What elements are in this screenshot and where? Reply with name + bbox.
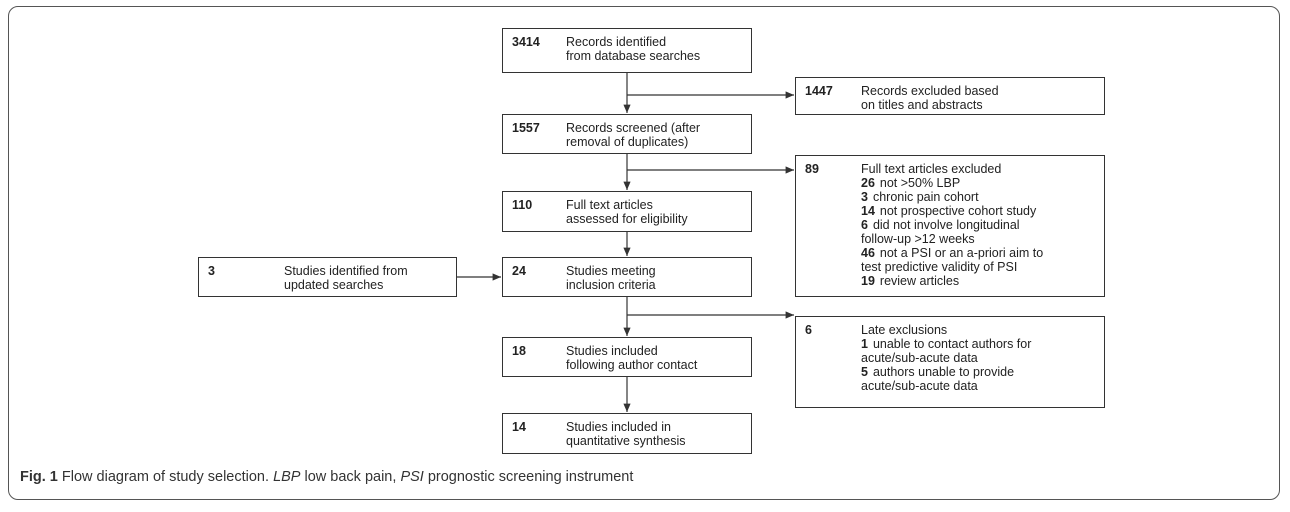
caption-label: Fig. 1 xyxy=(20,469,58,485)
item-count: 5 xyxy=(861,365,868,379)
item-count: 3 xyxy=(861,190,868,204)
box-text: Records identified from database searches xyxy=(566,35,700,63)
count: 14 xyxy=(512,420,526,434)
box-text: Records screened (after removal of duplic… xyxy=(566,121,700,149)
count: 6 xyxy=(805,323,812,337)
flow-box: 14 Studies included in quantitative synthe… xyxy=(502,413,752,454)
exclusion-item: 6 did not involve longitudinal follow-up >… xyxy=(861,218,1043,246)
item-text: chronic pain cohort xyxy=(872,190,979,204)
box-text: Studies included in quantitative synthesi… xyxy=(566,420,686,448)
box-text: Full text articles assessed for eligibili… xyxy=(566,198,688,226)
text-line: from database searches xyxy=(566,49,701,63)
box-text: Late exclusions 1 unable to contact author… xyxy=(861,323,1031,393)
text-line: Studies meeting xyxy=(566,264,656,278)
item-text: acute/sub-acute data xyxy=(861,379,978,393)
exclusion-item: 14 not prospective cohort study xyxy=(861,204,1043,218)
text-line: assessed for eligibility xyxy=(566,212,688,226)
flow-box: 1447 Records excluded based on titles and … xyxy=(795,77,1105,115)
text-line: removal of duplicates) xyxy=(566,135,689,149)
count: 110 xyxy=(512,198,533,212)
count: 18 xyxy=(512,344,526,358)
text-line: Studies included xyxy=(566,344,658,358)
count: 3 xyxy=(208,264,215,278)
figure-frame xyxy=(8,6,1280,500)
item-text: not >50% LBP xyxy=(879,176,961,190)
item-count: 19 xyxy=(861,274,875,288)
caption: Fig. 1 Flow diagram of study selection. … xyxy=(20,469,633,485)
text-line: Late exclusions xyxy=(861,323,948,337)
text-line: updated searches xyxy=(284,278,384,292)
item-text: not prospective cohort study xyxy=(879,204,1037,218)
flow-box: 3 Studies identified from updated searches xyxy=(198,257,457,297)
item-text: test predictive validity of PSI xyxy=(861,260,1018,274)
item-count: 6 xyxy=(861,218,868,232)
box-text: Records excluded based on titles and abst… xyxy=(861,84,999,112)
box-text: Studies identified from updated searches xyxy=(284,264,408,292)
item-text: not a PSI or an a-priori aim to xyxy=(879,246,1044,260)
exclusion-item: 1 unable to contact authors for acute/sub-… xyxy=(861,337,1031,365)
definition: low back pain, xyxy=(304,469,397,485)
item-text: did not involve longitudinal xyxy=(872,218,1020,232)
item-text: follow-up >12 weeks xyxy=(861,232,975,246)
flow-box: 89 Full text articles excluded 26 not >50% … xyxy=(795,155,1105,297)
item-text: unable to contact authors for xyxy=(872,337,1032,351)
text-line: Studies included in xyxy=(566,420,671,434)
text-line: quantitative synthesis xyxy=(566,434,686,448)
box-text: Studies included following author contact xyxy=(566,344,697,372)
item-text: authors unable to provide xyxy=(872,365,1015,379)
count: 1557 xyxy=(512,121,540,135)
flow-box: 3414 Records identified from database sear… xyxy=(502,28,752,73)
definition: prognostic screening instrument xyxy=(427,469,634,485)
flow-box: 24 Studies meeting inclusion criteria xyxy=(502,257,752,297)
count: 24 xyxy=(512,264,526,278)
flow-box: 1557 Records screened (after removal of du… xyxy=(502,114,752,154)
item-count: 14 xyxy=(861,204,875,218)
box-text: Full text articles excluded 26 not >50% LB… xyxy=(861,162,1043,288)
exclusion-item: 26 not >50% LBP xyxy=(861,176,1043,190)
text-line: inclusion criteria xyxy=(566,278,656,292)
count: 3414 xyxy=(512,35,540,49)
item-text: review articles xyxy=(879,274,960,288)
text-line: Studies identified from xyxy=(284,264,408,278)
text-line: Records excluded based xyxy=(861,84,999,98)
count: 89 xyxy=(805,162,819,176)
text-line: Records screened (after xyxy=(566,121,701,135)
flow-box: 6 Late exclusions 1 unable to contact autho… xyxy=(795,316,1105,408)
text-line: Full text articles excluded xyxy=(861,162,1002,176)
abbr: LBP xyxy=(273,469,301,485)
text-line: following author contact xyxy=(566,358,698,372)
exclusion-item: 46 not a PSI or an a-priori aim to test pr… xyxy=(861,246,1043,274)
text-line: Records identified xyxy=(566,35,667,49)
item-count: 1 xyxy=(861,337,868,351)
exclusion-item: 5 authors unable to provide acute/sub-acut… xyxy=(861,365,1031,393)
exclusion-item: 3 chronic pain cohort xyxy=(861,190,1043,204)
item-count: 26 xyxy=(861,176,875,190)
item-count: 46 xyxy=(861,246,875,260)
text-line: on titles and abstracts xyxy=(861,98,983,112)
box-text: Studies meeting inclusion criteria xyxy=(566,264,656,292)
count: 1447 xyxy=(805,84,833,98)
flow-box: 18 Studies included following author conta… xyxy=(502,337,752,377)
flow-box: 110 Full text articles assessed for eligib… xyxy=(502,191,752,232)
text-line: Full text articles xyxy=(566,198,653,212)
exclusion-item: 19 review articles xyxy=(861,274,1043,288)
abbr: PSI xyxy=(400,469,424,485)
item-text: acute/sub-acute data xyxy=(861,351,978,365)
connectors xyxy=(457,73,794,412)
caption-text: Flow diagram of study selection. xyxy=(61,469,270,485)
